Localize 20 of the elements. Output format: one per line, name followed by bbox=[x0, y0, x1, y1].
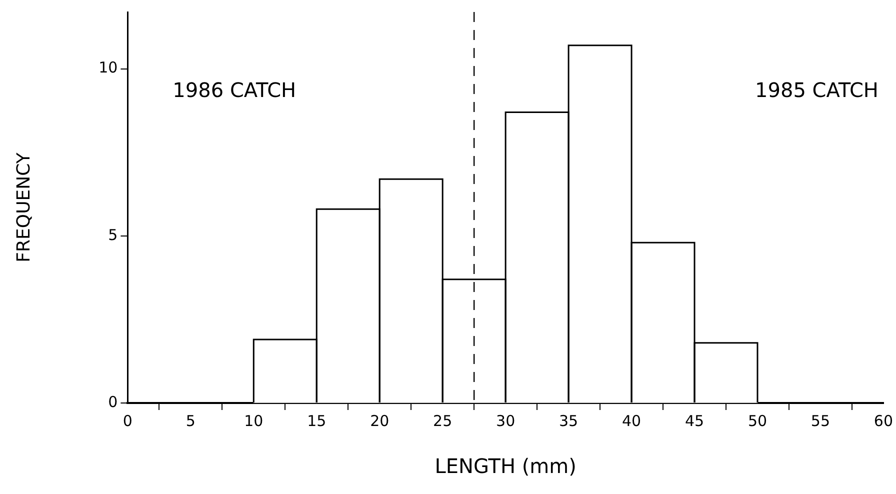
x-tick-label: 20 bbox=[370, 412, 390, 430]
x-tick-label: 55 bbox=[810, 412, 830, 430]
y-tick-label: 0 bbox=[108, 392, 118, 411]
x-tick-label: 15 bbox=[307, 412, 326, 430]
x-tick-label: 5 bbox=[186, 412, 196, 430]
x-tick-label: 50 bbox=[748, 412, 768, 430]
x-tick-label: 45 bbox=[684, 412, 704, 430]
x-tick-label: 10 bbox=[244, 412, 264, 430]
x-tick-label: 40 bbox=[622, 412, 642, 430]
x-tick-label: 25 bbox=[433, 412, 452, 430]
y-tick-label: 5 bbox=[108, 226, 118, 244]
x-tick-label: 30 bbox=[496, 412, 516, 430]
y-tick-label: 10 bbox=[98, 58, 118, 77]
annotation: 1986 CATCH bbox=[172, 78, 296, 102]
y-axis-title: FREQUENCY bbox=[13, 152, 34, 262]
x-tick-label: 0 bbox=[122, 412, 132, 430]
x-axis-title: LENGTH (mm) bbox=[434, 454, 576, 478]
x-tick-label: 35 bbox=[559, 412, 578, 430]
x-tick-label: 60 bbox=[874, 412, 894, 430]
annotation: 1985 CATCH bbox=[755, 78, 878, 102]
